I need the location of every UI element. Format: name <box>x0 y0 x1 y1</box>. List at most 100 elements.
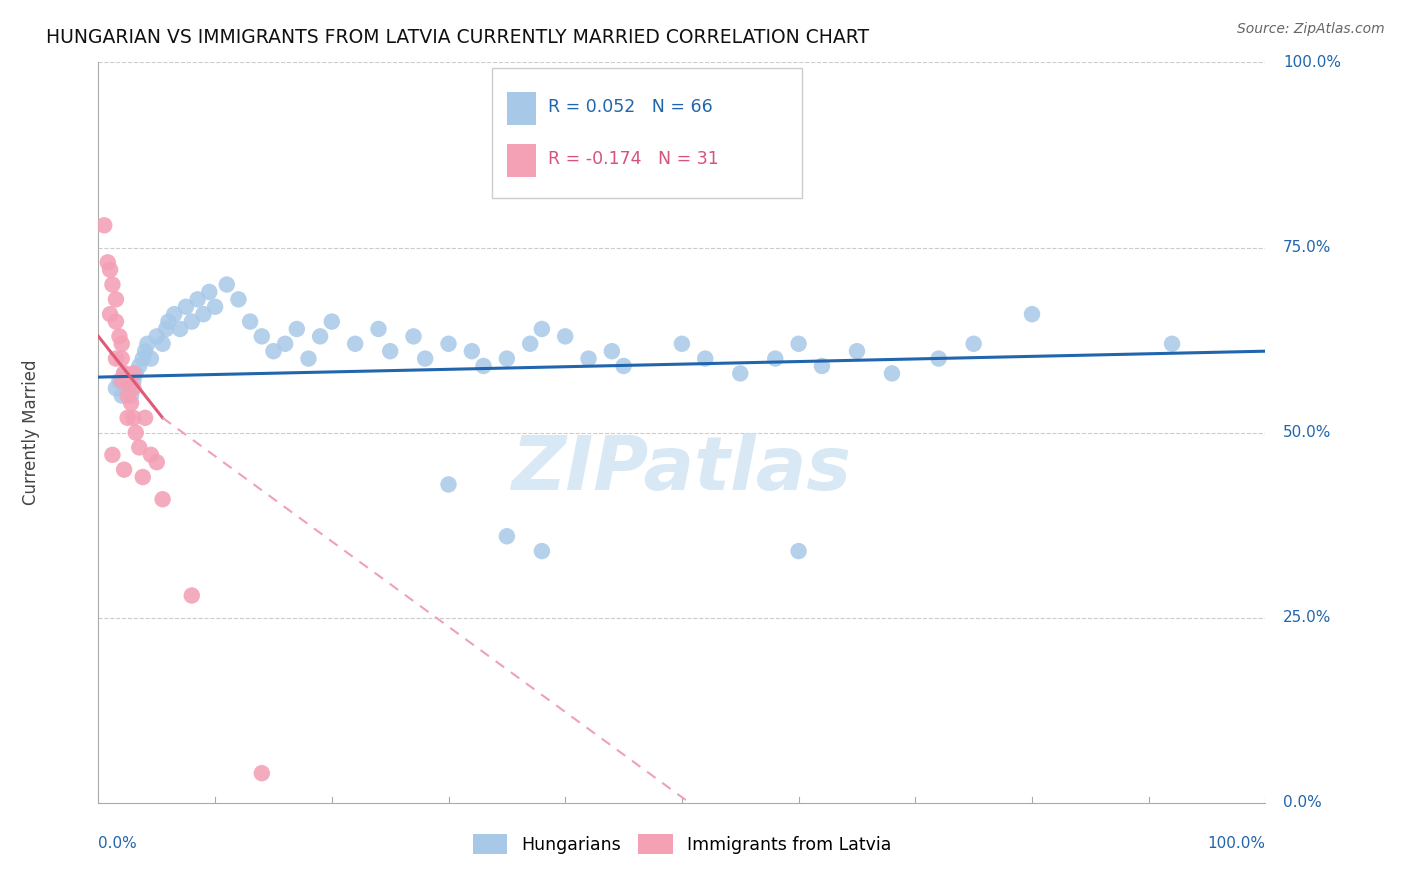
Point <box>112 367 135 381</box>
Point <box>309 329 332 343</box>
Text: 25.0%: 25.0% <box>1282 610 1331 625</box>
Point <box>117 410 139 425</box>
Point <box>111 388 134 402</box>
Point <box>519 336 541 351</box>
Point <box>111 351 134 366</box>
Point <box>169 322 191 336</box>
Point <box>554 329 576 343</box>
Point <box>297 351 319 366</box>
Point <box>117 388 139 402</box>
Point <box>811 359 834 373</box>
Point <box>163 307 186 321</box>
Point <box>134 410 156 425</box>
Text: Source: ZipAtlas.com: Source: ZipAtlas.com <box>1237 22 1385 37</box>
Point <box>136 336 159 351</box>
Point <box>122 410 145 425</box>
Point <box>174 300 197 314</box>
Point <box>128 359 150 373</box>
Point <box>93 219 115 233</box>
Point <box>437 336 460 351</box>
Text: R = 0.052   N = 66: R = 0.052 N = 66 <box>548 98 713 116</box>
Point <box>530 322 553 336</box>
Point <box>155 322 177 336</box>
Point <box>112 462 135 476</box>
Point <box>193 307 215 321</box>
Point <box>846 344 869 359</box>
Point <box>321 314 343 328</box>
Point <box>600 344 623 359</box>
Point <box>228 293 250 307</box>
Point <box>530 544 553 558</box>
Point <box>1021 307 1043 321</box>
Point <box>152 336 174 351</box>
Point <box>880 367 903 381</box>
Point <box>117 381 139 395</box>
Point <box>117 374 139 388</box>
Point <box>108 374 131 388</box>
Point <box>671 336 693 351</box>
Point <box>437 477 460 491</box>
Point <box>180 314 202 328</box>
Point <box>180 589 202 603</box>
Point <box>367 322 389 336</box>
Point <box>763 351 786 366</box>
Point <box>101 448 124 462</box>
Point <box>730 367 752 381</box>
Point <box>695 351 717 366</box>
Text: 100.0%: 100.0% <box>1208 836 1265 851</box>
Text: HUNGARIAN VS IMMIGRANTS FROM LATVIA CURRENTLY MARRIED CORRELATION CHART: HUNGARIAN VS IMMIGRANTS FROM LATVIA CURR… <box>46 28 869 47</box>
Point <box>120 396 142 410</box>
Point <box>250 329 273 343</box>
Point <box>461 344 484 359</box>
Point <box>239 314 262 328</box>
Text: 75.0%: 75.0% <box>1282 240 1331 255</box>
Point <box>98 307 121 321</box>
Point <box>204 300 226 314</box>
Bar <box>508 92 536 126</box>
Text: ZIPatlas: ZIPatlas <box>512 434 852 506</box>
Point <box>472 359 495 373</box>
Point <box>125 425 148 440</box>
Point <box>496 529 519 543</box>
Point <box>97 255 120 269</box>
FancyBboxPatch shape <box>492 68 801 198</box>
Legend: Hungarians, Immigrants from Latvia: Hungarians, Immigrants from Latvia <box>465 827 898 861</box>
Point <box>101 277 124 292</box>
Point <box>262 344 284 359</box>
Point <box>787 544 810 558</box>
Point <box>125 367 148 381</box>
Point <box>285 322 308 336</box>
Point <box>413 351 436 366</box>
Point <box>157 314 180 328</box>
Point <box>380 344 402 359</box>
Point <box>122 374 145 388</box>
Point <box>274 336 297 351</box>
Point <box>146 329 169 343</box>
Point <box>104 351 127 366</box>
Point <box>111 374 134 388</box>
Point <box>496 351 519 366</box>
Text: 100.0%: 100.0% <box>1282 55 1341 70</box>
Point <box>104 381 127 395</box>
Text: Currently Married: Currently Married <box>22 359 41 506</box>
Point <box>139 351 162 366</box>
Point <box>198 285 221 299</box>
Bar <box>508 144 536 178</box>
Point <box>250 766 273 780</box>
Point <box>152 492 174 507</box>
Point <box>928 351 950 366</box>
Point <box>1161 336 1184 351</box>
Point <box>122 381 145 395</box>
Point <box>139 448 162 462</box>
Text: 0.0%: 0.0% <box>1282 796 1322 810</box>
Point <box>108 329 131 343</box>
Point <box>344 336 367 351</box>
Point <box>112 367 135 381</box>
Text: 50.0%: 50.0% <box>1282 425 1331 440</box>
Point <box>128 441 150 455</box>
Text: 0.0%: 0.0% <box>98 836 138 851</box>
Point <box>787 336 810 351</box>
Point <box>402 329 425 343</box>
Point <box>122 367 145 381</box>
Point <box>962 336 984 351</box>
